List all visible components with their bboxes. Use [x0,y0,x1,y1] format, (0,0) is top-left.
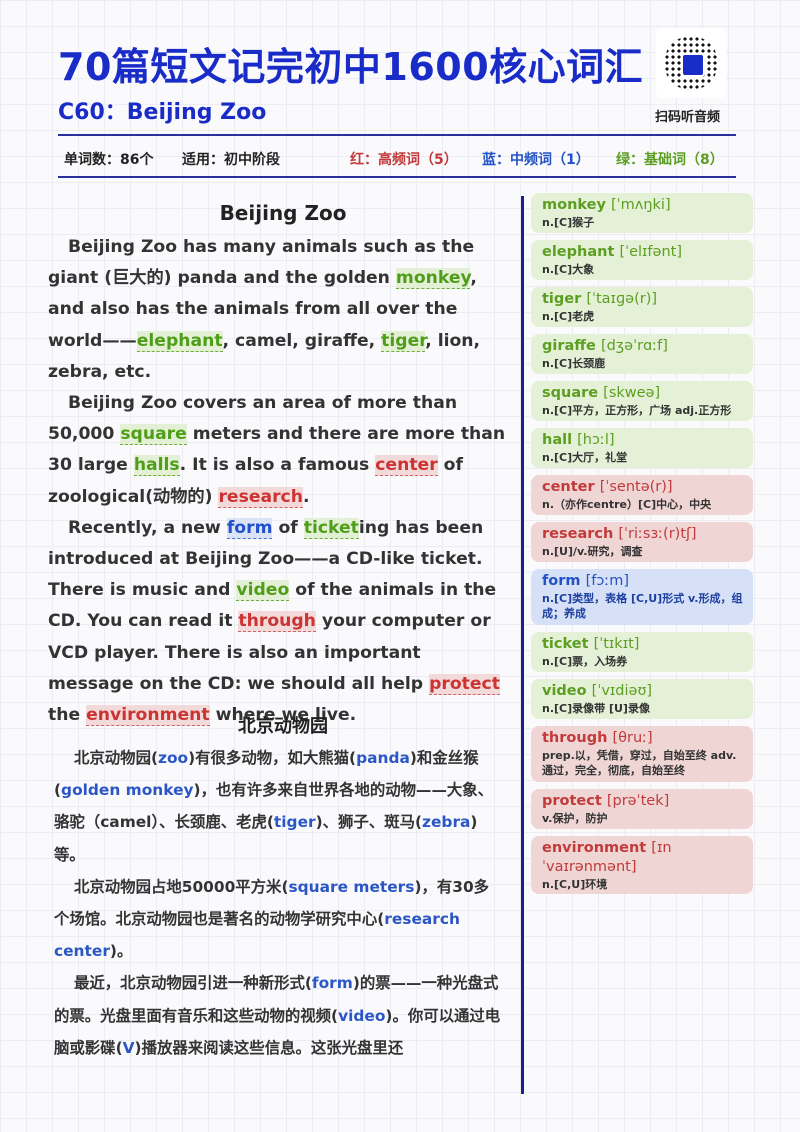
highlight-ticket[interactable]: ticket [303,517,359,539]
vocab-card-video[interactable]: video [ˈvɪdiəʊ] n.[C]录像带 [U]录像 [531,679,753,719]
highlight-environment[interactable]: environment [86,705,210,727]
vocab-card-square[interactable]: square [skweə] n.[C]平方，正方形，广场 adj.正方形 [531,381,753,421]
qr-caption: 扫码听音频 [655,110,721,125]
english-paragraph-1: Beijing Zoo has many animals such as the… [48,237,481,382]
qr-code[interactable] [656,28,726,98]
vocab-card-center[interactable]: center [ˈsentə(r)] n.（亦作centre）[C]中心，中央 [531,475,753,515]
vocab-card-ticket[interactable]: ticket [ˈtɪkɪt] n.[C]票，入场券 [531,632,753,672]
vocab-card-monkey[interactable]: monkey [ˈmʌŋki] n.[C]猴子 [531,193,753,233]
english-paragraph-3: Recently, a new form of ticketing has be… [48,517,500,727]
lesson-subtitle: C60：Beijing Zoo [58,100,267,125]
vocab-card-protect[interactable]: protect [prəˈtek] v.保护，防护 [531,789,753,829]
legend-green: 绿：基础词（8） [616,152,724,168]
vocab-card-research[interactable]: research [ˈriːsɜː(r)tʃ] n.[U]/v.研究，调查 [531,522,753,562]
highlight-video[interactable]: video [236,580,290,602]
highlight-center[interactable]: center [375,455,438,477]
vocab-list: monkey [ˈmʌŋki] n.[C]猴子 elephant [ˈelɪfən… [531,193,753,901]
page-title: 70篇短文记完初中1600核心词汇 [58,45,644,89]
highlight-research[interactable]: research [218,486,303,508]
legend-red: 红：高频词（5） [350,152,458,168]
english-passage: Beijing Zoo has many animals such as the… [48,232,508,731]
vocab-card-environment[interactable]: environment [ɪn ˈvaɪrənmənt] n.[C,U]环境 [531,836,753,894]
legend-blue: 蓝：中频词（1） [482,152,590,168]
qr-logo-icon [681,53,705,77]
highlight-protect[interactable]: protect [429,673,500,695]
english-title: Beijing Zoo [219,201,347,225]
highlight-tiger[interactable]: tiger [381,330,426,352]
vocab-card-form[interactable]: form [fɔːm] n.[C]类型，表格 [C,U]形式 v.形成，组成；养成 [531,569,753,625]
vocab-card-through[interactable]: through [θruː] prep.以，凭借，穿过，自始至终 adv.通过，完… [531,726,753,782]
highlight-monkey[interactable]: monkey [395,268,471,290]
highlight-through[interactable]: through [238,611,316,633]
chinese-passage: 北京动物园(zoo)有很多动物，如大熊猫(panda)和金丝猴(golden m… [54,742,502,1064]
vocab-card-giraffe[interactable]: giraffe [dʒəˈrɑːf] n.[C]长颈鹿 [531,334,753,374]
vocab-card-tiger[interactable]: tiger [ˈtaɪɡə(r)] n.[C]老虎 [531,287,753,327]
chinese-title: 北京动物园 [238,716,328,737]
chinese-paragraph-1: 北京动物园(zoo)有很多动物，如大熊猫(panda)和金丝猴(golden m… [54,749,494,864]
word-count: 单词数：86个 [64,152,154,168]
divider-bottom [58,176,736,178]
highlight-elephant[interactable]: elephant [136,330,223,352]
chinese-paragraph-2: 北京动物园占地50000平方米(square meters)，有30多个场馆。北… [54,877,490,961]
column-divider [521,196,524,1094]
highlight-form[interactable]: form [226,517,273,539]
level-label: 适用：初中阶段 [182,152,280,168]
vocab-card-hall[interactable]: hall [hɔːl] n.[C]大厅，礼堂 [531,428,753,468]
chinese-paragraph-3: 最近，北京动物园引进一种新形式(form)的票——一种光盘式的票。光盘里面有音乐… [54,974,501,1057]
highlight-square[interactable]: square [120,424,187,446]
vocab-card-elephant[interactable]: elephant [ˈelɪfənt] n.[C]大象 [531,240,753,280]
highlight-halls[interactable]: halls [133,455,180,477]
english-paragraph-2: Beijing Zoo covers an area of more than … [48,393,506,508]
divider-top [58,134,736,136]
